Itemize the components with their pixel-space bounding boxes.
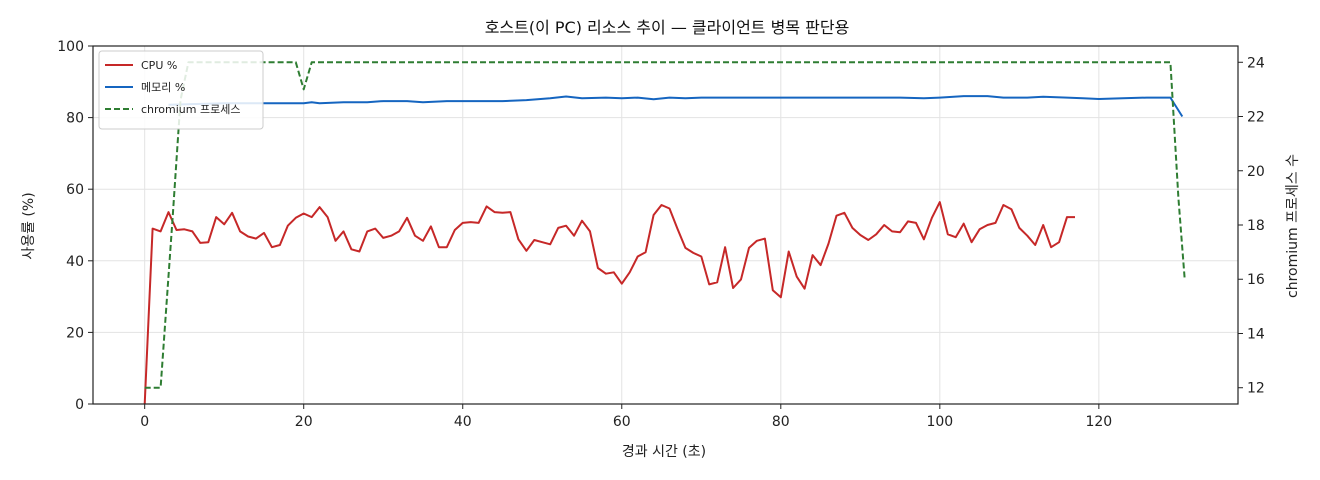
- y2-tick-label: 18: [1247, 218, 1265, 234]
- y-axis-label: 사용률 (%): [21, 192, 37, 259]
- series-layer: [143, 61, 1186, 405]
- y-tick-label: 40: [66, 254, 84, 270]
- x-tick-label: 0: [140, 414, 149, 430]
- y-tick-label: 80: [66, 111, 84, 127]
- y2-tick-label: 22: [1247, 110, 1265, 126]
- y-tick-label: 100: [57, 39, 84, 55]
- x-axis-label: 경과 시간 (초): [622, 444, 706, 460]
- legend-label-1: CPU %: [141, 59, 177, 72]
- x-tick-label: 120: [1085, 414, 1112, 430]
- x-tick-label: 80: [772, 414, 790, 430]
- x-tick-label: 20: [295, 414, 313, 430]
- x-tick-label: 60: [613, 414, 631, 430]
- series-line-3: [144, 61, 1186, 389]
- y-tick-label: 60: [66, 182, 84, 198]
- y2-tick-label: 12: [1247, 381, 1265, 397]
- y2-tick-label: 20: [1247, 164, 1265, 180]
- series-line-2: [168, 95, 1184, 118]
- chart-title: 호스트(이 PC) 리소스 추이 — 클라이언트 병목 판단용: [485, 18, 850, 37]
- y2-axis-label: chromium 프로세스 수: [1285, 154, 1301, 298]
- series-line-1: [143, 201, 1075, 405]
- axes: 0 20 40 60 80 100 120 0 20 40 60 80 100 12 14 16 18 20 22 2…: [57, 39, 1265, 430]
- legend-box: [98, 50, 264, 130]
- y2-tick-label: 14: [1247, 326, 1265, 342]
- y2-tick-label: 24: [1247, 55, 1265, 71]
- legend-label-2: 메모리 %: [141, 81, 185, 94]
- x-tick-label: 100: [926, 414, 953, 430]
- legend-label-3: chromium 프로세스: [141, 103, 240, 116]
- y-tick-label: 20: [66, 325, 84, 341]
- y2-tick-label: 16: [1247, 272, 1265, 288]
- y-tick-label: 0: [75, 397, 84, 413]
- legend: CPU % 메모리 % chromium 프로세스: [98, 50, 264, 130]
- x-tick-label: 40: [454, 414, 472, 430]
